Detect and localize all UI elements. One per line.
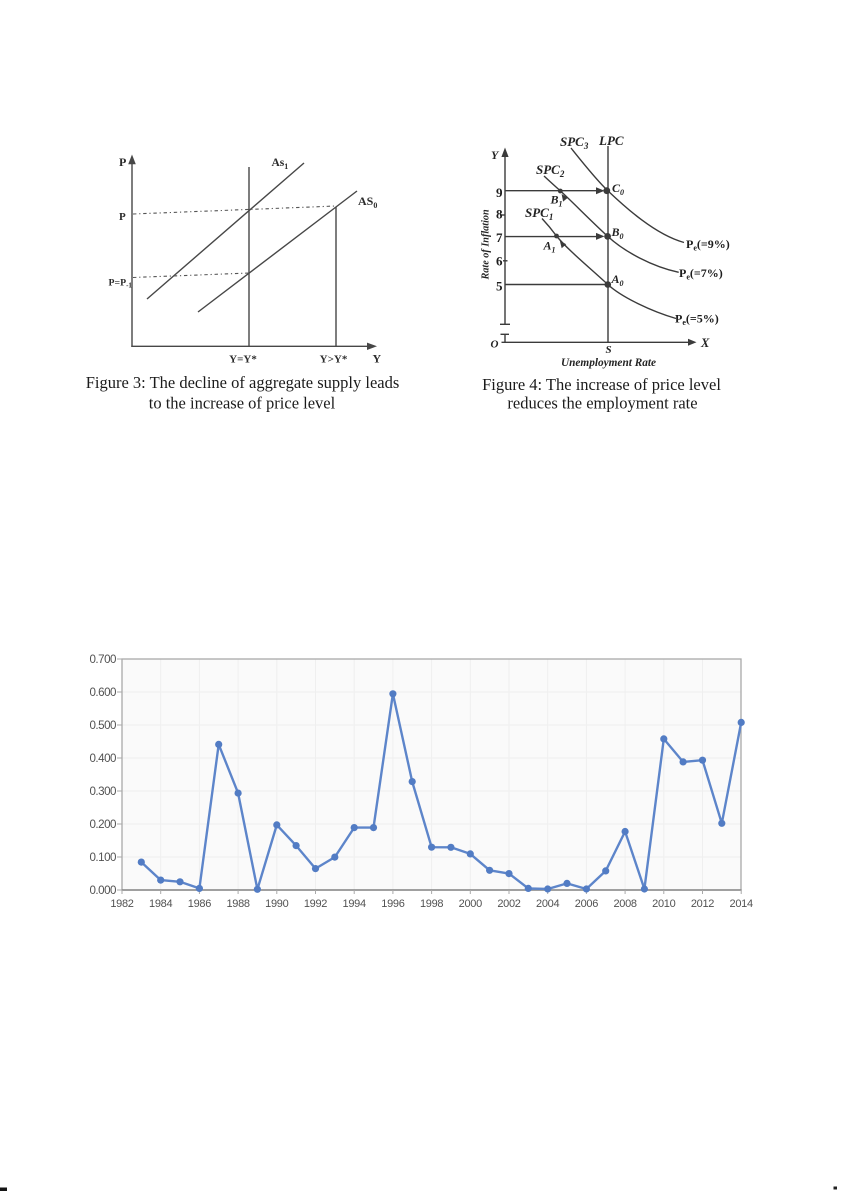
svg-text:As1: As1 (272, 157, 289, 171)
svg-text:0.100: 0.100 (89, 851, 116, 864)
svg-text:7: 7 (496, 230, 503, 245)
svg-text:Pe(=5%): Pe(=5%) (675, 312, 719, 328)
svg-text:reduces the employment rate: reduces the employment rate (507, 394, 697, 413)
svg-text:Unemployment Rate: Unemployment Rate (561, 357, 656, 369)
svg-text:AS0: AS0 (358, 194, 377, 210)
svg-text:2008: 2008 (613, 898, 636, 910)
svg-text:0.500: 0.500 (89, 719, 116, 732)
svg-text:6: 6 (496, 254, 503, 269)
svg-text:Figure 4: The increase of pric: Figure 4: The increase of price level (482, 375, 721, 394)
svg-text:2004: 2004 (536, 898, 559, 910)
svg-text:2014: 2014 (730, 898, 753, 910)
svg-text:SPC2: SPC2 (536, 162, 565, 179)
svg-text:SPC3: SPC3 (560, 134, 589, 151)
svg-text:Y: Y (373, 352, 382, 366)
svg-text:1994: 1994 (343, 898, 366, 910)
svg-text:A1: A1 (543, 239, 556, 255)
svg-text:Figure 3: The decline of aggre: Figure 3: The decline of aggregate suppl… (86, 373, 400, 392)
svg-text:O: O (491, 339, 499, 351)
svg-text:P: P (119, 211, 126, 223)
svg-text:P=P-1: P=P-1 (109, 278, 133, 290)
svg-text:1992: 1992 (304, 898, 327, 910)
svg-text:0.700: 0.700 (89, 653, 116, 666)
svg-text:1986: 1986 (188, 898, 211, 910)
svg-text:1988: 1988 (226, 898, 249, 910)
svg-text:1990: 1990 (265, 898, 288, 910)
svg-text:A0: A0 (611, 272, 624, 288)
svg-text:0.600: 0.600 (89, 686, 116, 699)
svg-text:8: 8 (496, 207, 503, 222)
svg-text:S: S (606, 344, 612, 356)
svg-text:B1: B1 (550, 193, 563, 209)
svg-text:0.000: 0.000 (89, 884, 116, 897)
svg-text:C0: C0 (612, 181, 624, 197)
svg-text:9: 9 (496, 185, 503, 200)
svg-text:5: 5 (496, 279, 503, 294)
svg-text:Y=Y*: Y=Y* (229, 354, 257, 366)
svg-text:to the increase of price level: to the increase of price level (149, 394, 336, 413)
svg-text:1998: 1998 (420, 898, 443, 910)
svg-text:0.300: 0.300 (89, 785, 116, 798)
svg-text:2010: 2010 (652, 898, 675, 910)
svg-text:1996: 1996 (381, 898, 404, 910)
svg-text:2002: 2002 (497, 898, 520, 910)
svg-text:2000: 2000 (459, 898, 482, 910)
svg-text:B0: B0 (611, 225, 624, 241)
svg-text:P: P (119, 155, 126, 169)
svg-text:1984: 1984 (149, 898, 172, 910)
svg-text:SPC1: SPC1 (525, 205, 553, 222)
svg-text:Pe(=7%): Pe(=7%) (679, 266, 723, 282)
svg-text:Pe(=9%): Pe(=9%) (686, 237, 730, 253)
svg-text:0.200: 0.200 (89, 818, 116, 831)
svg-text:2012: 2012 (691, 898, 714, 910)
svg-text:Y>Y*: Y>Y* (320, 354, 348, 366)
svg-text:LPC: LPC (598, 133, 624, 148)
svg-text:X: X (700, 336, 710, 350)
svg-text:1982: 1982 (110, 898, 133, 910)
svg-text:2006: 2006 (575, 898, 598, 910)
svg-text:Rate of Inflation: Rate of Inflation (480, 209, 491, 281)
svg-text:Y: Y (491, 148, 500, 162)
svg-text:0.400: 0.400 (89, 752, 116, 765)
